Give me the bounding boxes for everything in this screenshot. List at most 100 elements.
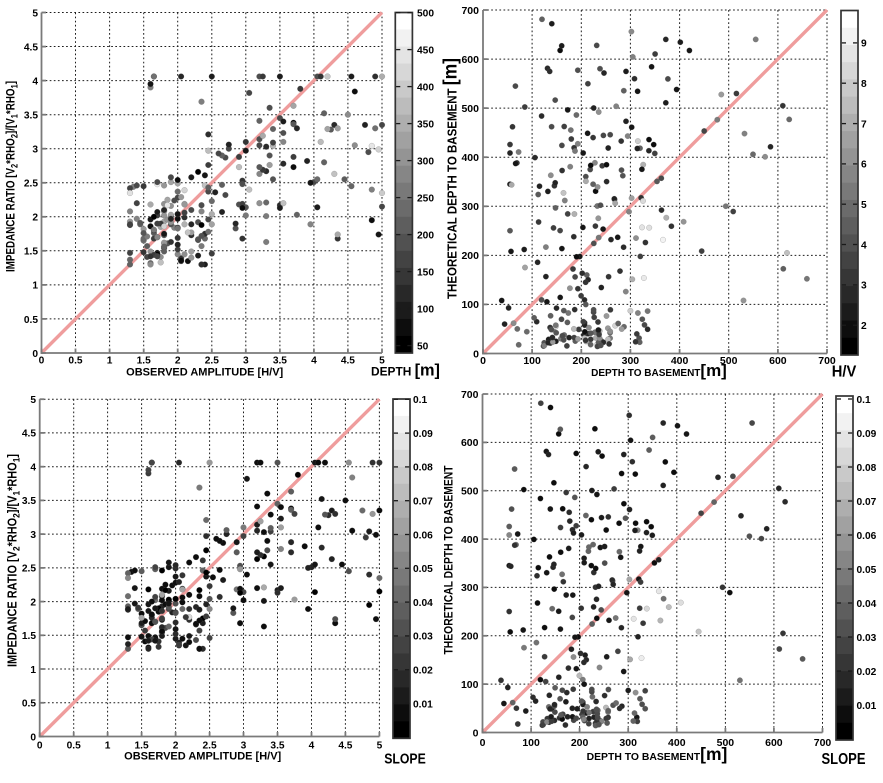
- svg-text:1.5: 1.5: [24, 247, 38, 258]
- svg-text:700: 700: [814, 737, 832, 749]
- svg-text:100: 100: [461, 679, 479, 691]
- svg-text:0.01: 0.01: [857, 701, 877, 712]
- svg-text:1: 1: [107, 356, 113, 367]
- svg-text:0.03: 0.03: [857, 633, 877, 644]
- svg-text:3.5: 3.5: [24, 111, 38, 122]
- svg-text:0.07: 0.07: [413, 497, 433, 508]
- svg-text:200: 200: [461, 631, 479, 643]
- svg-text:0: 0: [480, 737, 486, 749]
- svg-text:6: 6: [861, 160, 867, 171]
- svg-text:2: 2: [861, 321, 867, 332]
- svg-text:3.5: 3.5: [22, 496, 36, 507]
- svg-text:0: 0: [37, 741, 43, 752]
- svg-text:0: 0: [30, 732, 36, 743]
- svg-text:100: 100: [523, 355, 541, 367]
- svg-text:4: 4: [311, 356, 317, 367]
- svg-text:0.07: 0.07: [857, 497, 877, 508]
- svg-text:2.5: 2.5: [24, 179, 38, 190]
- svg-text:8: 8: [861, 79, 867, 90]
- svg-text:7: 7: [861, 119, 867, 130]
- svg-text:2: 2: [32, 213, 38, 224]
- svg-text:0.02: 0.02: [857, 667, 877, 678]
- svg-text:0.5: 0.5: [68, 356, 82, 367]
- svg-text:0.08: 0.08: [413, 463, 433, 474]
- svg-text:4.5: 4.5: [341, 356, 355, 367]
- svg-text:0.5: 0.5: [22, 699, 36, 710]
- svg-text:2: 2: [173, 741, 179, 752]
- svg-text:OBSERVED AMPLITUDE [H/V]: OBSERVED AMPLITUDE [H/V]: [124, 751, 281, 763]
- svg-text:0.08: 0.08: [857, 463, 877, 474]
- svg-text:200: 200: [573, 355, 591, 367]
- svg-text:0.01: 0.01: [413, 699, 433, 710]
- svg-text:DEPTH [m]: DEPTH [m]: [371, 361, 440, 380]
- svg-text:700: 700: [461, 389, 479, 401]
- svg-text:3.5: 3.5: [273, 356, 287, 367]
- svg-text:4.5: 4.5: [22, 429, 36, 440]
- svg-text:500: 500: [717, 737, 735, 749]
- svg-text:9: 9: [861, 39, 867, 50]
- svg-text:2: 2: [30, 597, 36, 608]
- svg-text:100: 100: [522, 737, 540, 749]
- svg-text:0: 0: [473, 727, 479, 739]
- svg-text:1.5: 1.5: [22, 631, 36, 642]
- svg-text:450: 450: [417, 45, 434, 56]
- svg-text:5: 5: [32, 8, 38, 19]
- svg-text:5: 5: [30, 395, 36, 406]
- svg-text:3: 3: [861, 281, 867, 292]
- svg-text:500: 500: [417, 8, 434, 19]
- svg-text:2.5: 2.5: [203, 741, 217, 752]
- svg-text:0.06: 0.06: [413, 530, 433, 541]
- svg-text:600: 600: [769, 355, 787, 367]
- svg-text:1: 1: [30, 665, 36, 676]
- svg-text:4: 4: [861, 240, 867, 251]
- svg-text:5: 5: [377, 741, 383, 752]
- svg-text:200: 200: [417, 230, 434, 241]
- svg-text:2: 2: [175, 356, 181, 367]
- svg-text:300: 300: [417, 156, 434, 167]
- svg-text:4: 4: [32, 76, 38, 87]
- svg-text:600: 600: [765, 737, 783, 749]
- svg-text:600: 600: [461, 437, 479, 449]
- svg-text:0: 0: [32, 349, 38, 360]
- svg-text:0: 0: [480, 355, 486, 367]
- svg-text:4: 4: [30, 463, 36, 474]
- svg-text:SLOPE: SLOPE: [822, 751, 866, 768]
- svg-text:1.5: 1.5: [137, 356, 151, 367]
- svg-text:350: 350: [417, 119, 434, 130]
- svg-text:5: 5: [861, 200, 867, 211]
- svg-text:0.04: 0.04: [413, 598, 433, 609]
- svg-text:3: 3: [243, 356, 249, 367]
- svg-text:500: 500: [720, 355, 738, 367]
- svg-text:4: 4: [309, 741, 315, 752]
- svg-text:OBSERVED AMPLITUDE [H/V]: OBSERVED AMPLITUDE [H/V]: [126, 366, 283, 378]
- svg-text:0.5: 0.5: [24, 315, 38, 326]
- svg-text:1: 1: [32, 281, 38, 292]
- svg-text:150: 150: [417, 267, 434, 278]
- svg-text:700: 700: [818, 355, 836, 367]
- svg-text:0.05: 0.05: [413, 564, 433, 575]
- svg-text:100: 100: [417, 304, 434, 315]
- svg-text:0.1: 0.1: [413, 395, 427, 406]
- svg-text:0.06: 0.06: [857, 531, 877, 542]
- svg-text:700: 700: [461, 5, 479, 17]
- svg-text:IMPEDANCE RATIO [V2*RHO2]/[V1*: IMPEDANCE RATIO [V2*RHO2]/[V1*RHO1]: [4, 81, 20, 272]
- svg-text:400: 400: [671, 355, 689, 367]
- svg-text:0.5: 0.5: [67, 741, 81, 752]
- svg-text:0.09: 0.09: [857, 429, 877, 440]
- svg-text:400: 400: [461, 152, 479, 164]
- svg-text:0.04: 0.04: [857, 599, 877, 610]
- svg-text:0.03: 0.03: [413, 632, 433, 643]
- svg-text:IMPEDANCE RATIO [V2*RHO2]/[V1*: IMPEDANCE RATIO [V2*RHO2]/[V1*RHO1]: [6, 454, 23, 667]
- svg-text:4.5: 4.5: [338, 741, 352, 752]
- svg-text:H/V: H/V: [832, 364, 857, 381]
- svg-text:1: 1: [105, 741, 111, 752]
- svg-text:1.5: 1.5: [135, 741, 149, 752]
- svg-text:200: 200: [461, 250, 479, 262]
- svg-text:100: 100: [461, 299, 479, 311]
- svg-text:0.02: 0.02: [413, 666, 433, 677]
- svg-text:3: 3: [32, 145, 38, 156]
- svg-text:0: 0: [473, 348, 479, 360]
- svg-text:0.09: 0.09: [413, 429, 433, 440]
- svg-text:3: 3: [30, 530, 36, 541]
- svg-text:200: 200: [571, 737, 589, 749]
